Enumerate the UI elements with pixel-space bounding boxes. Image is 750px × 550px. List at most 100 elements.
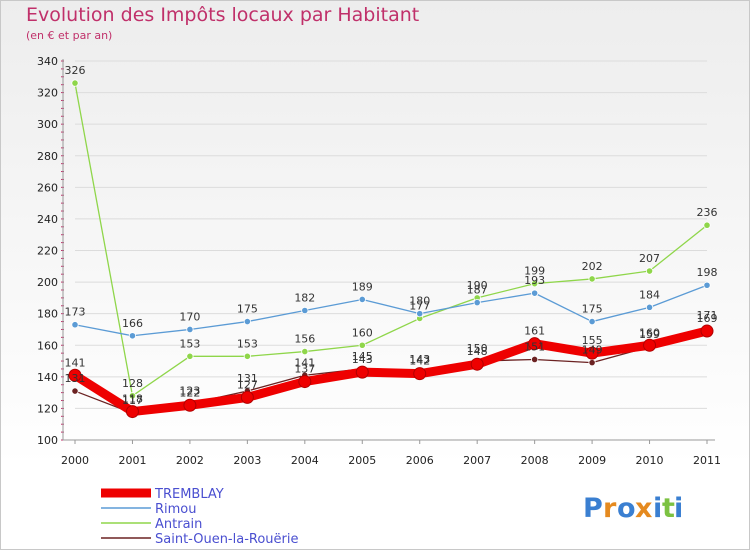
data-label: 131 (237, 372, 258, 385)
data-label: 170 (179, 310, 200, 323)
x-tick-label: 2001 (118, 454, 146, 467)
data-point (470, 357, 484, 371)
logo-letter: P (583, 493, 603, 524)
data-point (703, 281, 711, 289)
x-tick-label: 2011 (693, 454, 721, 467)
data-point (531, 280, 539, 288)
data-label: 142 (409, 355, 430, 368)
data-label: 187 (467, 284, 488, 297)
data-point (413, 367, 427, 381)
y-tick-label: 340 (37, 55, 58, 68)
data-label: 148 (467, 345, 488, 358)
chart-title: Evolution des Impôts locaux par Habitant (26, 4, 420, 26)
legend: TREMBLAYRimouAntrainSaint-Ouen-la-Rouëri… (101, 487, 298, 547)
data-point (301, 347, 309, 356)
x-tick-label: 2002 (176, 454, 204, 467)
y-tick-label: 140 (37, 371, 58, 384)
y-tick-label: 180 (37, 308, 58, 321)
data-point (128, 392, 137, 400)
x-tick-label: 2004 (291, 454, 319, 467)
data-label: 202 (582, 260, 603, 273)
legend-label: Rimou (155, 502, 197, 517)
data-label: 182 (294, 292, 315, 305)
data-point (243, 352, 251, 360)
y-tick-label: 240 (37, 213, 58, 226)
data-point (298, 375, 312, 389)
data-point (358, 341, 366, 349)
data-label: 153 (179, 337, 200, 350)
y-tick-label: 120 (37, 402, 58, 415)
logo-letter: i (653, 493, 662, 524)
data-point (643, 338, 657, 352)
logo-letter: o (617, 493, 636, 524)
data-label: 122 (179, 386, 200, 399)
data-label: 326 (65, 64, 86, 77)
logo-letter: x (635, 493, 652, 524)
data-point (416, 310, 424, 318)
data-label: 177 (409, 299, 430, 312)
legend-label: Saint-Ouen-la-Rouërie (155, 532, 298, 547)
data-label: 118 (122, 393, 143, 406)
data-label: 199 (524, 265, 545, 278)
x-tick-label: 2009 (578, 454, 606, 467)
y-tick-label: 160 (37, 339, 58, 352)
series-line-rimou (74, 284, 708, 337)
data-label: 207 (639, 252, 660, 265)
data-point (531, 289, 539, 297)
data-label: 156 (294, 333, 315, 346)
x-tick-label: 2006 (406, 454, 434, 467)
data-label: 123 (179, 385, 200, 398)
logo-letter: t (662, 493, 675, 524)
data-point (645, 303, 654, 311)
y-tick-label: 280 (37, 150, 58, 163)
series-line-antrain (74, 82, 708, 397)
data-label: 131 (65, 372, 86, 385)
data-label: 151 (524, 340, 545, 353)
data-label: 143 (409, 353, 430, 366)
grid-layer (75, 60, 707, 441)
x-tick-label: 2007 (463, 454, 491, 467)
series-layer (68, 79, 714, 419)
data-point (700, 324, 714, 338)
data-label: 128 (122, 377, 143, 390)
data-label: 190 (467, 279, 488, 292)
x-tick-label: 2008 (521, 454, 549, 467)
x-tick-label: 2010 (636, 454, 664, 467)
data-label: 236 (697, 206, 718, 219)
data-point (71, 387, 79, 395)
data-point (301, 306, 309, 315)
data-label: 160 (639, 326, 660, 339)
data-label: 171 (697, 309, 718, 322)
data-point (128, 332, 137, 340)
data-point (186, 325, 194, 334)
data-point (645, 267, 654, 275)
legend-label: Antrain (155, 517, 202, 532)
data-label: 145 (352, 350, 373, 363)
data-label: 175 (237, 303, 258, 316)
data-label: 141 (294, 356, 315, 369)
y-tick-label: 320 (37, 87, 58, 100)
axis-layer: 100 120 140 160 180 200 220 240 260 280 300 320 340 2… (37, 55, 721, 467)
data-label: 184 (639, 288, 660, 301)
data-label: 189 (352, 280, 373, 293)
data-label: 193 (524, 274, 545, 287)
data-label: 137 (294, 363, 315, 376)
data-point (588, 359, 596, 367)
data-label: 159 (639, 328, 660, 341)
data-point (125, 405, 139, 419)
data-label: 150 (467, 342, 488, 355)
data-label: 155 (582, 334, 603, 347)
y-tick-label: 200 (37, 276, 58, 289)
chart-subtitle: (en € et par an) (26, 29, 113, 42)
data-label: 160 (352, 326, 373, 339)
data-label: 153 (237, 337, 258, 350)
logo-letter: r (603, 493, 617, 524)
x-tick-label: 2000 (61, 454, 89, 467)
data-point (588, 275, 596, 283)
data-point (585, 346, 599, 360)
y-tick-label: 300 (37, 118, 58, 131)
y-tick-label: 220 (37, 245, 58, 258)
x-tick-label: 2003 (233, 454, 261, 467)
